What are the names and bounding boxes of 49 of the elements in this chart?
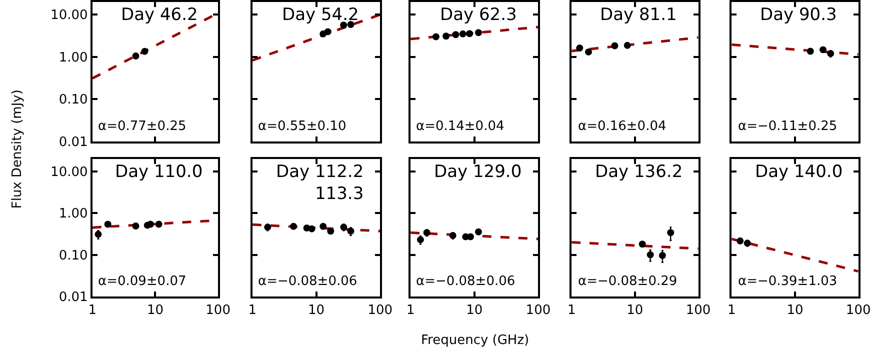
annotation: α=0.09±0.07 (98, 274, 186, 289)
y-tick-label: 0.10 (58, 92, 88, 108)
annotation: α=0.16±0.04 (578, 119, 666, 134)
chart-title: Day 81.1 (600, 5, 677, 25)
x-tick-label: 100 (368, 303, 393, 318)
point (646, 251, 654, 258)
point (658, 252, 666, 260)
annotation: α=0.55±0.10 (258, 119, 346, 134)
annotation: α=−0.11±0.25 (738, 119, 838, 134)
x-tick-label: 10 (786, 303, 804, 318)
annotation: α=−0.39±1.03 (738, 274, 838, 289)
chart-title: Day 140.0 (755, 162, 843, 182)
chart-title: Day 110.0 (115, 162, 203, 182)
x-tick-label: 100 (526, 303, 551, 318)
point (638, 240, 646, 248)
x-tick-label: 100 (686, 303, 711, 318)
annotation: α=0.14±0.04 (416, 119, 504, 134)
x-tick-label: 100 (846, 303, 871, 318)
x-tick-label: 100 (206, 303, 230, 318)
chart-title: Day 129.0 (434, 162, 522, 182)
x-tick-label: 1 (248, 303, 257, 318)
point (667, 229, 674, 236)
chart-title: Day 90.3 (760, 5, 837, 25)
y-tick-label: 0.01 (58, 290, 88, 305)
x-tick-label: 10 (146, 303, 164, 318)
y-axis-title: Flux Density (mJy) (10, 90, 26, 209)
y-tick-label: 0.01 (58, 134, 88, 150)
x-tick-label: 10 (626, 303, 644, 318)
x-tick-label: 1 (406, 303, 415, 318)
chart-title: Day 136.2 (595, 162, 683, 182)
annotation: α=−0.08±0.06 (416, 274, 516, 289)
y-tick-label: 10.00 (50, 8, 88, 24)
x-tick-label: 1 (567, 303, 576, 318)
y-tick-label: 10.00 (50, 165, 88, 180)
y-tick-label: 1.00 (58, 206, 88, 222)
chart-title: Day 54.2 (282, 5, 359, 25)
y-tick-label: 1.00 (58, 50, 88, 66)
chart-title: Day 46.2 (121, 5, 198, 25)
annotation: α=−0.08±0.29 (578, 274, 678, 289)
chart-title: Day 62.3 (440, 5, 517, 25)
x-tick-label: 10 (308, 303, 325, 318)
x-tick-label: 10 (466, 303, 483, 318)
y-tick-label: 0.10 (58, 248, 88, 264)
x-tick-label: 1 (728, 303, 736, 318)
x-tick-label: 1 (88, 303, 97, 318)
text: Day 112.2 113.3 (276, 162, 364, 204)
annotation: α=0.77±0.25 (98, 119, 186, 134)
annotation: α=−0.08±0.06 (258, 274, 358, 289)
x-axis-title: Frequency (GHz) (421, 333, 530, 348)
